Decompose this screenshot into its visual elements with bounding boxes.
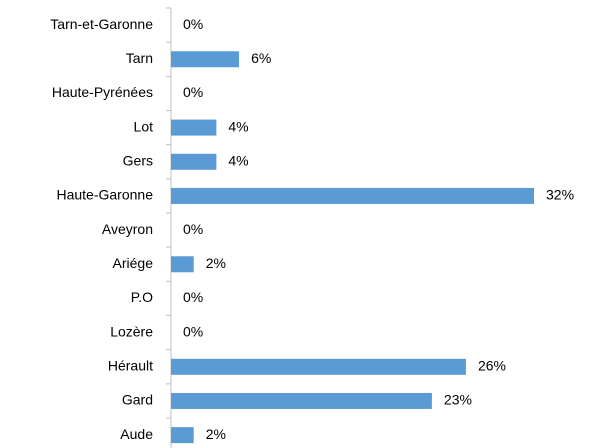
data-label: 0% xyxy=(183,221,203,237)
category-label: Haute-Pyrénées xyxy=(52,84,153,100)
data-label: 2% xyxy=(206,426,226,442)
category-label: P.O xyxy=(131,289,153,305)
data-label: 0% xyxy=(183,289,203,305)
data-label: 0% xyxy=(183,323,203,339)
bar xyxy=(171,119,217,136)
category-label: Aveyron xyxy=(102,221,153,237)
bar xyxy=(171,256,194,273)
data-label: 23% xyxy=(444,392,472,408)
category-label: Gers xyxy=(123,152,153,168)
category-label: Lozère xyxy=(110,323,153,339)
bar xyxy=(171,153,217,170)
bar xyxy=(171,358,466,375)
data-label: 4% xyxy=(228,152,248,168)
data-label: 2% xyxy=(206,255,226,271)
category-label: Ariége xyxy=(113,255,154,271)
category-label: Haute-Garonne xyxy=(56,187,153,203)
category-label: Aude xyxy=(120,426,153,442)
data-label: 32% xyxy=(546,187,574,203)
bar xyxy=(171,392,432,409)
data-label: 6% xyxy=(251,50,271,66)
data-label: 0% xyxy=(183,16,203,32)
category-label: Hérault xyxy=(108,357,153,373)
data-label: 26% xyxy=(478,357,506,373)
category-label: Gard xyxy=(122,392,153,408)
bar xyxy=(171,427,194,444)
bar xyxy=(171,51,240,68)
data-label: 0% xyxy=(183,84,203,100)
bar xyxy=(171,187,534,204)
category-label: Lot xyxy=(134,118,154,134)
category-label: Tarn xyxy=(126,50,153,66)
data-label: 4% xyxy=(228,118,248,134)
category-label: Tarn-et-Garonne xyxy=(50,16,153,32)
